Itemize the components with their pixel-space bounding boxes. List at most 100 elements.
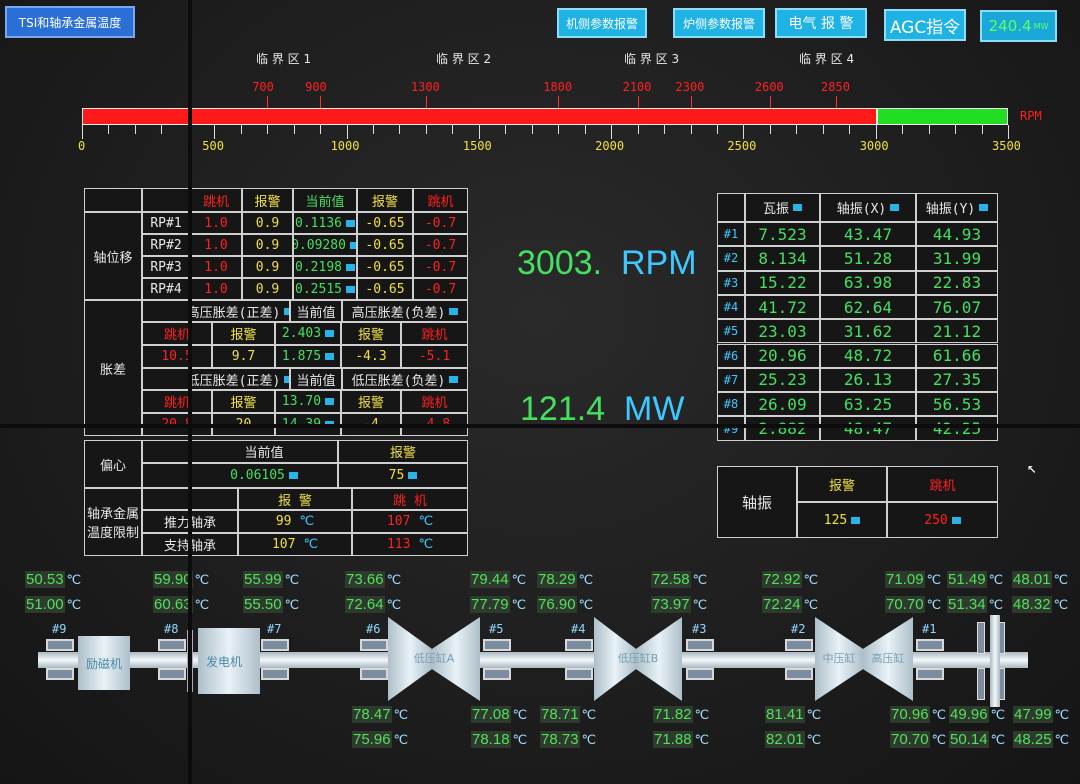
- temperature-value: 51.00: [25, 596, 65, 613]
- hp-cylinder-label: 高压缸: [871, 652, 905, 665]
- unit-icon: [345, 219, 355, 227]
- eccentricity-alarm: 75: [338, 463, 468, 488]
- temperature-unit: ℃: [386, 597, 402, 612]
- value-cell: -0.65: [357, 278, 413, 300]
- rpm-scale-unit: RPM: [1020, 109, 1042, 123]
- displacement-table: 跳机 报警 当前值 报警 跳机 RP#1 1.0 0.9 0.1136 -0.65 -0.7 RP#2…: [84, 188, 468, 556]
- bearing-number: #1: [717, 222, 745, 247]
- table-cell: -4: [341, 413, 401, 436]
- positive-diff-header: 低压胀差(正差): [190, 368, 290, 390]
- table-cell: 报警: [341, 322, 401, 345]
- bearing-number: #7: [717, 367, 745, 393]
- table-row: #2 8.134 51.28 31.99: [717, 246, 998, 271]
- bearing-label: #4: [571, 622, 586, 636]
- critical-speed-tick: [425, 96, 427, 108]
- unit-label: ℃: [418, 537, 434, 552]
- agc-value: 240.4: [988, 17, 1032, 35]
- cell-text: 25.23: [758, 370, 807, 390]
- cell-text: -0.65: [365, 237, 405, 253]
- temperature-value: 48.32: [1012, 596, 1052, 613]
- cell-text: 63.25: [843, 394, 893, 414]
- temperature-value: 77.08: [471, 706, 511, 723]
- scale-tick: [902, 125, 904, 134]
- cell-text: 1.875: [281, 349, 322, 364]
- temperature-unit: ℃: [284, 597, 300, 612]
- electrical-alarm-button[interactable]: 电气 报 警: [775, 8, 867, 38]
- temperature-unit: ℃: [806, 707, 822, 722]
- cell-text: 21.12: [932, 321, 982, 341]
- vibration-value: 21.12: [916, 319, 998, 344]
- temperature-value: 72.92: [762, 571, 802, 588]
- thrust-pad: [977, 668, 985, 700]
- bearing-number: #5: [717, 319, 745, 344]
- cell-text: 31.62: [843, 321, 893, 341]
- power-value: 121.4: [520, 390, 606, 428]
- cell-text: 报警: [230, 396, 257, 411]
- critical-speed-label: 2300: [675, 80, 705, 94]
- vibration-value: 2.882: [745, 416, 820, 441]
- critical-zone-label: 临 界 区 4: [799, 52, 855, 66]
- temperature-reading: 49.96 ℃: [949, 706, 1005, 724]
- table-cell: 107 ℃: [238, 533, 352, 556]
- bearing-number: #6: [717, 343, 745, 368]
- temperature-value: 71.88: [653, 731, 693, 748]
- cell-text: 跳机: [163, 396, 190, 411]
- boiler-alarm-button[interactable]: 炉侧参数报警: [673, 8, 765, 38]
- table-cell: 报警: [338, 440, 468, 463]
- vibration-value: 63.98: [820, 270, 916, 295]
- vibration-value: 20.96: [745, 343, 820, 368]
- page-title: TSI和轴承金属温度: [5, 6, 135, 38]
- value-cell: -0.65: [357, 234, 413, 256]
- cell-text: 跳机: [427, 194, 454, 210]
- scale-tick: [690, 125, 692, 134]
- temperature-value: 71.82: [653, 706, 693, 723]
- temperature-unit: ℃: [393, 707, 409, 722]
- agc-command-button[interactable]: AGC指令: [884, 9, 966, 41]
- value-cell: 0.9: [242, 278, 293, 300]
- column-header: 报警: [797, 466, 887, 502]
- cell-text: 跳机: [202, 194, 229, 210]
- unit-icon: [345, 263, 355, 271]
- cell-text: 75: [388, 468, 405, 483]
- temperature-unit: ℃: [803, 572, 819, 587]
- critical-speed-label: 2600: [754, 80, 784, 94]
- cell-text: 0.06105: [230, 468, 285, 483]
- critical-speed-tick: [558, 96, 560, 108]
- table-cell: 报警: [341, 390, 401, 413]
- scale-tick-label: 3000: [859, 139, 889, 153]
- bearing-label: #6: [366, 622, 381, 636]
- temperature-reading: 60.63 ℃: [153, 596, 209, 614]
- table-cell: 1.875: [275, 345, 341, 368]
- scale-tick: [1008, 125, 1009, 139]
- probe-label: RP#4: [142, 278, 190, 300]
- bearing-pad: [261, 668, 289, 680]
- temperature-value: 78.47: [352, 706, 392, 723]
- value-cell: 1.0: [190, 278, 242, 300]
- scale-tick: [664, 125, 666, 134]
- ip-cylinder-label: 中压缸: [822, 652, 856, 665]
- cell-text: #5: [723, 324, 739, 339]
- value-cell: 0.9: [242, 256, 293, 278]
- current-header: 当前值: [290, 300, 342, 322]
- cell-text: -0.7: [424, 215, 457, 231]
- cell-text: 48.47: [843, 419, 893, 439]
- cell-text: 报警: [371, 194, 398, 210]
- cell-text: 报警: [254, 194, 281, 210]
- temperature-value: 82.01: [765, 731, 805, 748]
- cell-text: #3: [723, 275, 739, 290]
- critical-speed-tick: [267, 96, 269, 108]
- temperature-value: 55.50: [243, 596, 283, 613]
- negative-diff-header: 高压胀差(负差): [342, 300, 468, 322]
- bearing-pad: [916, 668, 944, 680]
- scale-tick: [637, 125, 639, 134]
- agc-unit: MW: [1033, 21, 1049, 31]
- temperature-unit: ℃: [578, 597, 594, 612]
- unit-icon: [449, 307, 459, 315]
- temperature-reading: 71.82 ℃: [653, 706, 709, 724]
- turbine-alarm-button[interactable]: 机侧参数报警: [557, 8, 647, 38]
- cell-text: 低压胀差(负差): [351, 373, 446, 389]
- probe-label: RP#3: [142, 256, 190, 278]
- scale-tick: [796, 125, 798, 134]
- cell-text: 42.25: [932, 419, 982, 439]
- shaft: [38, 652, 1028, 668]
